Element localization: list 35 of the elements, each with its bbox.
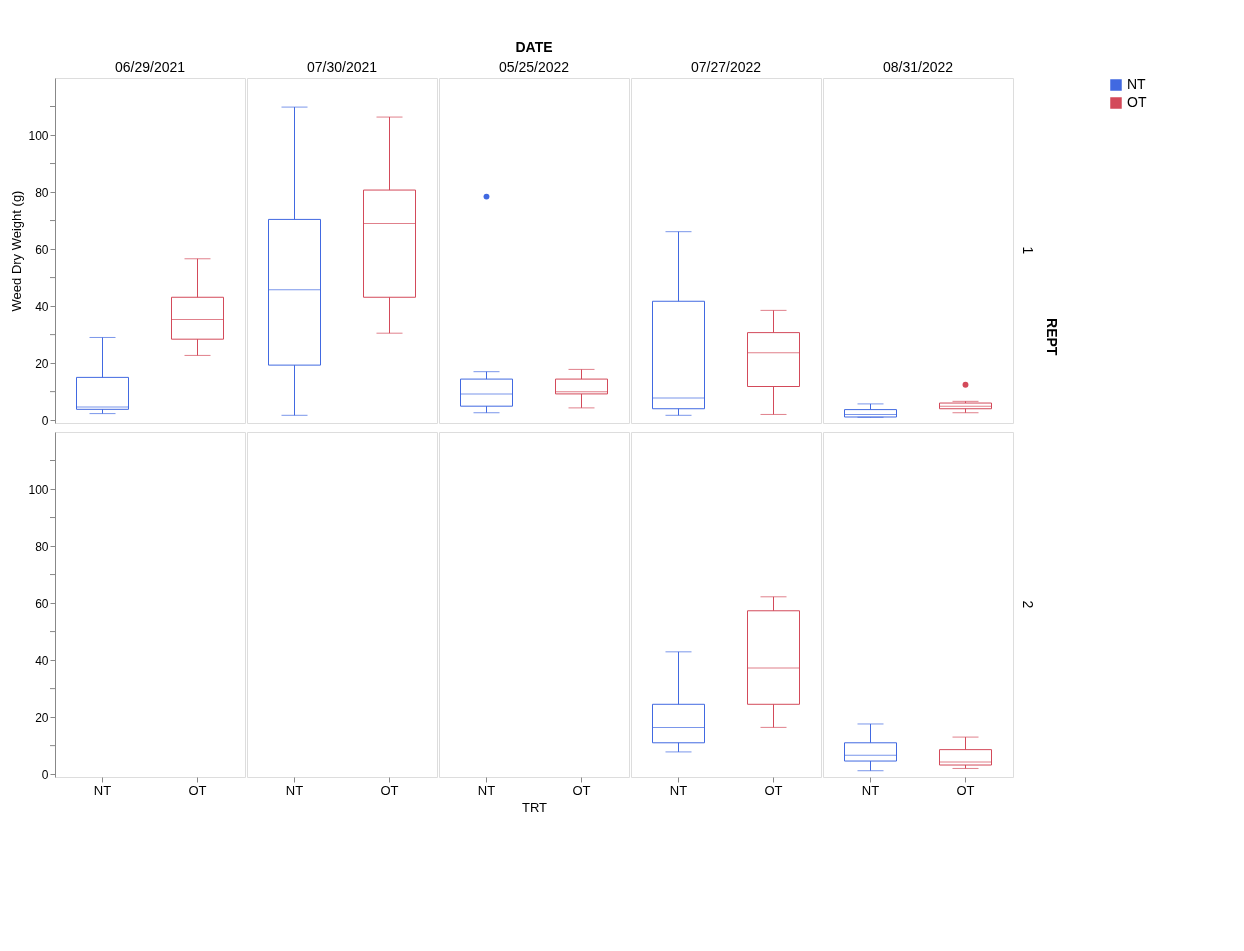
y-tick-label: 60: [35, 242, 49, 257]
y-tick-label: 40: [35, 653, 49, 668]
x-tick-label: OT: [572, 782, 591, 798]
x-tick-label: NT: [861, 782, 880, 798]
y-tick-label: 40: [35, 299, 49, 314]
text: DATE: [515, 39, 553, 55]
chart-title: 08/31/2022: [882, 59, 954, 75]
legend-label: OT: [1127, 94, 1147, 110]
y-tick-label: 80: [35, 185, 49, 200]
y-axis-title: Weed Dry Weight (g): [9, 190, 25, 312]
x-tick-label: NT: [285, 782, 304, 798]
y-tick-label: 20: [35, 710, 49, 725]
legend-label: NT: [1127, 76, 1147, 92]
x-tick-label: OT: [956, 782, 975, 798]
y-tick-label: 0: [41, 413, 49, 428]
chart-title: 07/27/2022: [690, 59, 762, 75]
y-tick-label: 20: [35, 356, 49, 371]
y-tick-label: 80: [35, 539, 49, 554]
x-tick-label: NT: [477, 782, 496, 798]
y-tick-label: 100: [28, 482, 49, 497]
x-axis-title: TRT: [521, 799, 548, 815]
x-tick-label: OT: [188, 782, 207, 798]
chart-title: 05/25/2022: [498, 59, 570, 75]
x-tick-label: NT: [669, 782, 688, 798]
y-tick-label: 100: [28, 128, 49, 143]
y2-axis-title: 2: [1020, 600, 1036, 609]
x-tick-label: OT: [764, 782, 783, 798]
y-tick-label: 60: [35, 596, 49, 611]
text: REPT: [1044, 318, 1060, 356]
x-tick-label: OT: [380, 782, 399, 798]
y-tick-label: 0: [41, 767, 49, 782]
x-tick-label: NT: [93, 782, 112, 798]
y2-axis-title: 1: [1020, 246, 1036, 255]
chart-title: 07/30/2021: [306, 59, 378, 75]
chart-title: 06/29/2021: [114, 59, 186, 75]
